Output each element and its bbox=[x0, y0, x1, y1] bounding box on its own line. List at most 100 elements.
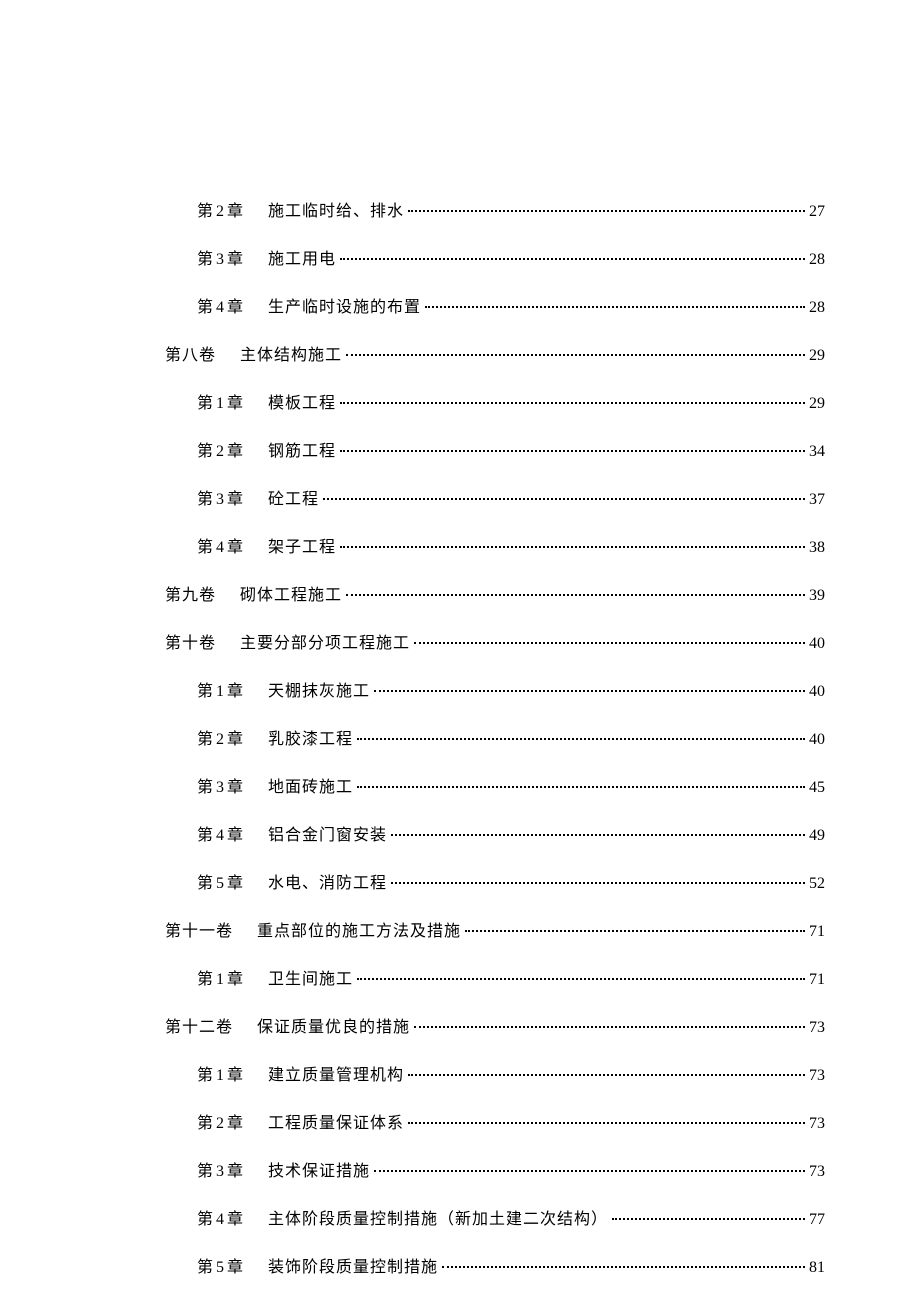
toc-entry-label: 第3章 bbox=[197, 488, 244, 512]
toc-entry-label: 第1章 bbox=[197, 1064, 244, 1088]
toc-entry-page: 37 bbox=[809, 488, 825, 512]
toc-entry-label: 第八卷 bbox=[165, 344, 216, 368]
toc-entry: 第2章乳胶漆工程40 bbox=[197, 728, 825, 752]
toc-entry-title: 重点部位的施工方法及措施 bbox=[257, 920, 461, 944]
toc-entry-title: 建立质量管理机构 bbox=[268, 1064, 404, 1088]
toc-entry-label: 第十卷 bbox=[165, 632, 216, 656]
toc-entry-page: 28 bbox=[809, 296, 825, 320]
toc-leader-dots bbox=[374, 690, 805, 692]
toc-entry: 第4章生产临时设施的布置 28 bbox=[197, 296, 825, 320]
toc-leader-dots bbox=[346, 354, 805, 356]
toc-entry: 第2章工程质量保证体系 73 bbox=[197, 1112, 825, 1136]
toc-entry-page: 45 bbox=[809, 776, 825, 800]
toc-entry: 第5章水电、消防工程 52 bbox=[197, 872, 825, 896]
toc-leader-dots bbox=[357, 738, 805, 740]
toc-leader-dots bbox=[357, 978, 805, 980]
toc-entry-title: 卫生间施工 bbox=[268, 968, 353, 992]
toc-entry: 第2章施工临时给、排水27 bbox=[197, 200, 825, 224]
toc-entry: 第3章施工用电 28 bbox=[197, 248, 825, 272]
toc-entry-title: 乳胶漆工程 bbox=[268, 728, 353, 752]
toc-entry-label: 第九卷 bbox=[165, 584, 216, 608]
toc-entry-title: 装饰阶段质量控制措施 bbox=[268, 1256, 438, 1280]
toc-entry-page: 29 bbox=[809, 392, 825, 416]
toc-entry-title: 技术保证措施 bbox=[268, 1160, 370, 1184]
toc-leader-dots bbox=[408, 1122, 805, 1124]
toc-entry-page: 77 bbox=[809, 1208, 825, 1232]
toc-entry-title: 主体结构施工 bbox=[240, 344, 342, 368]
toc-entry-page: 71 bbox=[809, 920, 825, 944]
toc-entry-label: 第5章 bbox=[197, 1256, 244, 1280]
toc-entry-page: 28 bbox=[809, 248, 825, 272]
toc-entry-label: 第十一卷 bbox=[165, 920, 233, 944]
toc-entry-title: 工程质量保证体系 bbox=[268, 1112, 404, 1136]
toc-entry-title: 砌体工程施工 bbox=[240, 584, 342, 608]
toc-entry-label: 第4章 bbox=[197, 536, 244, 560]
toc-entry-title: 砼工程 bbox=[268, 488, 319, 512]
toc-leader-dots bbox=[346, 594, 805, 596]
toc-entry-label: 第3章 bbox=[197, 248, 244, 272]
toc-entry-page: 40 bbox=[809, 632, 825, 656]
toc-entry-title: 铝合金门窗安装 bbox=[268, 824, 387, 848]
toc-entry: 第4章架子工程 38 bbox=[197, 536, 825, 560]
toc-entry-page: 73 bbox=[809, 1112, 825, 1136]
toc-entry-title: 天棚抹灰施工 bbox=[268, 680, 370, 704]
toc-entry-page: 52 bbox=[809, 872, 825, 896]
toc-entry: 第3章砼工程 37 bbox=[197, 488, 825, 512]
toc-entry-label: 第4章 bbox=[197, 824, 244, 848]
toc-entry: 第十一卷重点部位的施工方法及措施 71 bbox=[165, 920, 825, 944]
toc-entry: 第1章建立质量管理机构 73 bbox=[197, 1064, 825, 1088]
toc-entry-page: 29 bbox=[809, 344, 825, 368]
toc-entry-page: 39 bbox=[809, 584, 825, 608]
toc-entry-title: 钢筋工程 bbox=[268, 440, 336, 464]
toc-entry-title: 主要分部分项工程施工 bbox=[240, 632, 410, 656]
toc-entry: 第十卷主要分部分项工程施工 40 bbox=[165, 632, 825, 656]
toc-entry: 第八卷主体结构施工 29 bbox=[165, 344, 825, 368]
toc-leader-dots bbox=[414, 642, 805, 644]
toc-entry: 第1章模板工程 29 bbox=[197, 392, 825, 416]
toc-entry-label: 第2章 bbox=[197, 1112, 244, 1136]
toc-entry-label: 第3章 bbox=[197, 776, 244, 800]
toc-leader-dots bbox=[340, 450, 805, 452]
toc-entry-page: 73 bbox=[809, 1064, 825, 1088]
toc-entry-label: 第十二卷 bbox=[165, 1016, 233, 1040]
toc-entry-title: 架子工程 bbox=[268, 536, 336, 560]
toc-entry-page: 49 bbox=[809, 824, 825, 848]
toc-entry: 第九卷砌体工程施工 39 bbox=[165, 584, 825, 608]
toc-entry-label: 第5章 bbox=[197, 872, 244, 896]
toc-entry: 第3章地面砖施工45 bbox=[197, 776, 825, 800]
toc-entry-title: 水电、消防工程 bbox=[268, 872, 387, 896]
toc-entry-page: 34 bbox=[809, 440, 825, 464]
toc-leader-dots bbox=[425, 306, 805, 308]
toc-entry: 第2章钢筋工程 34 bbox=[197, 440, 825, 464]
toc-leader-dots bbox=[340, 546, 805, 548]
toc-entry: 第1章卫生间施工 71 bbox=[197, 968, 825, 992]
toc-leader-dots bbox=[465, 930, 805, 932]
toc-entry-title: 保证质量优良的措施 bbox=[257, 1016, 410, 1040]
toc-entry-page: 38 bbox=[809, 536, 825, 560]
toc-leader-dots bbox=[391, 882, 805, 884]
toc-entry-page: 81 bbox=[809, 1256, 825, 1280]
toc-leader-dots bbox=[323, 498, 805, 500]
toc-entry-label: 第1章 bbox=[197, 680, 244, 704]
toc-entry-label: 第4章 bbox=[197, 1208, 244, 1232]
toc-entry-label: 第2章 bbox=[197, 728, 244, 752]
toc-entry-label: 第1章 bbox=[197, 392, 244, 416]
toc-entry-label: 第2章 bbox=[197, 200, 244, 224]
toc-entry-title: 施工用电 bbox=[268, 248, 336, 272]
toc-leader-dots bbox=[408, 210, 805, 212]
toc-leader-dots bbox=[357, 786, 805, 788]
toc-leader-dots bbox=[391, 834, 805, 836]
toc-leader-dots bbox=[408, 1074, 805, 1076]
toc-entry: 第十二卷保证质量优良的措施 73 bbox=[165, 1016, 825, 1040]
toc-entry-label: 第1章 bbox=[197, 968, 244, 992]
toc-entry-title: 生产临时设施的布置 bbox=[268, 296, 421, 320]
toc-entry-label: 第2章 bbox=[197, 440, 244, 464]
toc-entry-title: 模板工程 bbox=[268, 392, 336, 416]
toc-entry-label: 第4章 bbox=[197, 296, 244, 320]
toc-leader-dots bbox=[414, 1026, 805, 1028]
toc-entry-page: 73 bbox=[809, 1016, 825, 1040]
toc-entry-page: 71 bbox=[809, 968, 825, 992]
toc-entry-title: 主体阶段质量控制措施（新加土建二次结构） bbox=[268, 1208, 608, 1232]
toc-list: 第2章施工临时给、排水27第3章施工用电28第4章生产临时设施的布置28第八卷主… bbox=[165, 200, 825, 1280]
toc-entry-label: 第3章 bbox=[197, 1160, 244, 1184]
